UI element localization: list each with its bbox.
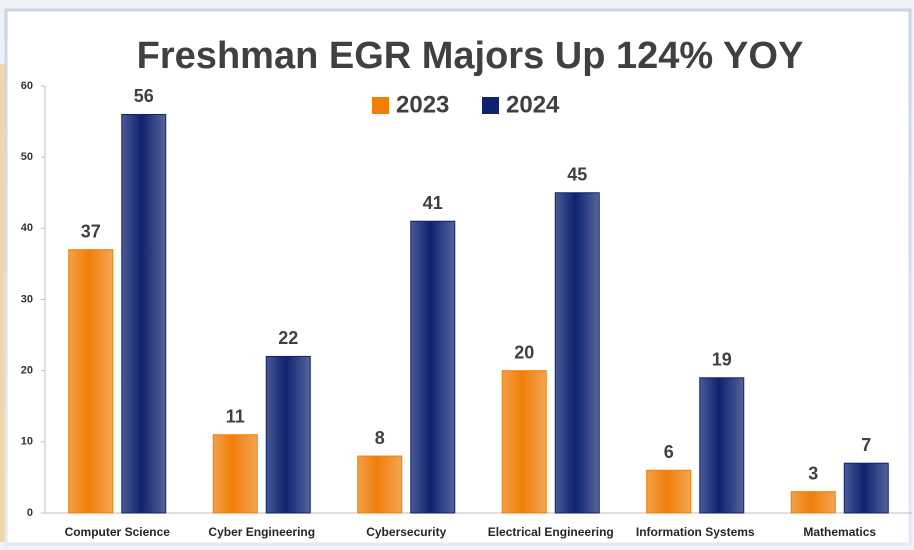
bar (790, 491, 836, 514)
bar (212, 434, 258, 514)
bar (121, 113, 167, 514)
legend-label: 2023 (396, 91, 449, 118)
y-tick-label: 50 (21, 151, 33, 163)
data-label: 37 (81, 221, 101, 241)
bar (501, 370, 547, 514)
x-tick-label: Cybersecurity (366, 525, 446, 539)
chart-title: Freshman EGR Majors Up 124% YOY (137, 35, 804, 77)
bar (843, 462, 889, 514)
y-tick-label: 60 (21, 80, 33, 92)
bar (554, 192, 600, 514)
bar (410, 220, 456, 514)
data-label: 19 (712, 350, 732, 370)
x-tick-label: Cyber Engineering (208, 525, 315, 539)
data-label: 6 (664, 442, 674, 462)
data-label: 3 (808, 463, 818, 483)
legend-label: 2024 (506, 91, 560, 118)
data-label: 8 (375, 428, 385, 448)
y-tick-label: 20 (21, 365, 33, 377)
legend-swatch (372, 97, 389, 114)
bar (699, 377, 745, 514)
legend: 2023 2024 (372, 91, 560, 118)
bar (68, 249, 114, 514)
data-label: 11 (226, 406, 245, 426)
x-tick-label: Mathematics (803, 525, 876, 539)
data-label: 20 (514, 342, 534, 362)
x-tick-label: Electrical Engineering (488, 525, 614, 539)
legend-swatch (482, 97, 499, 114)
x-tick-label: Computer Science (65, 525, 171, 539)
y-tick-label: 0 (27, 507, 33, 519)
data-label: 56 (134, 86, 154, 106)
y-tick-label: 30 (21, 293, 33, 305)
bar (265, 355, 311, 514)
bar (646, 469, 692, 514)
y-tick-label: 10 (21, 436, 33, 448)
data-label: 7 (861, 435, 871, 455)
x-tick-label: Information Systems (636, 525, 755, 539)
data-label: 41 (423, 193, 443, 213)
data-label: 22 (278, 328, 298, 348)
bar (357, 455, 403, 514)
data-label: 45 (567, 165, 587, 185)
y-tick-label: 40 (21, 222, 33, 234)
